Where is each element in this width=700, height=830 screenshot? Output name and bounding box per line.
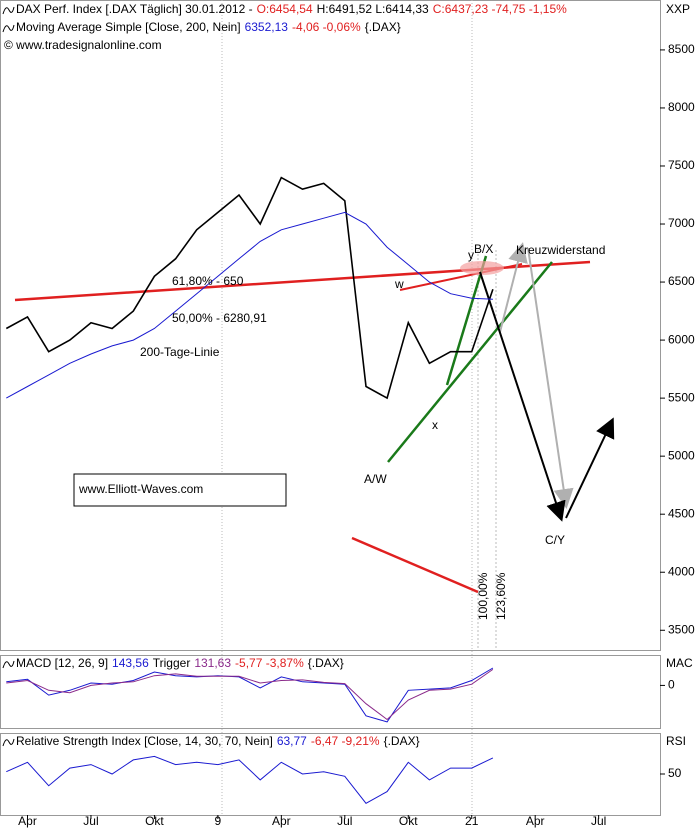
header-part: {.DAX} [365,20,401,34]
annotation: x [432,418,438,432]
annotation: 200-Tage-Linie [140,345,220,359]
header-part: {.DAX} [308,656,344,670]
header-part: -6,47 -9,21% [311,734,380,748]
header-part: 6352,13 [245,20,289,34]
y-tick-label: 0 [668,678,675,692]
projection-arrow [565,417,615,519]
x-tick-label: 9 [215,814,222,828]
header-text: Moving Average Simple [Close, 200, Nein]… [16,20,401,34]
x-tick-label: Jul [337,814,352,828]
annotation: 50,00% - 6280,91 [172,311,267,325]
y-tick-label: 6500 [668,274,695,288]
header-part: {.DAX} [384,734,420,748]
header-text: MACD [12, 26, 9] 143,56 Trigger 131,63 -5,77… [16,656,344,670]
trend-line [387,261,553,463]
annotation: w [394,277,404,291]
resistance-zone [460,261,504,275]
header-part: H:6491,52 L:6414,33 [317,2,429,16]
header-part: MACD [12, 26, 9] [16,656,108,670]
x-tick-label: Jul [83,814,98,828]
header-part: 143,56 [112,656,149,670]
x-tick-label: Apr [526,814,545,828]
macd-panel [0,655,661,729]
y-tick-label: 50 [668,766,682,780]
y-tick-label: 4000 [668,564,695,578]
header-part: Relative Strength Index [Close, 14, 30, … [16,734,273,748]
header-part: 131,63 [194,656,231,670]
header-icon [2,24,15,33]
header-part: C:6437,23 -74,75 -1,15% [433,2,567,16]
series-line [6,667,494,723]
y-tick-label: 5000 [668,448,695,462]
annotation: A/W [364,472,387,486]
header-part: Moving Average Simple [Close, 200, Nein] [16,20,241,34]
annotation: 100,00% [476,572,490,620]
header-part: Trigger [153,656,191,670]
y-tick-label: 3500 [668,622,695,636]
main-panel [0,0,661,651]
header-icon [2,738,15,747]
series-line [6,211,493,399]
header-text: DAX Perf. Index [.DAX Täglich] 30.01.201… [16,2,567,16]
annotation: y [468,248,474,262]
series-line [6,755,494,804]
annotation: B/X [474,242,493,256]
projection-arrow [499,242,528,333]
projection-arrow [479,271,566,522]
volume-trend-line [351,536,479,594]
header-part: -4,06 -0,06% [292,20,361,34]
axis-label: XXP [666,2,690,16]
source: © www.tradesignalonline.com [4,38,162,52]
header-part: O:6454,54 [257,2,313,16]
y-tick-label: 4500 [668,506,695,520]
annotation: C/Y [545,533,565,547]
x-tick-label: 21 [465,814,479,828]
x-tick-label: Okt [399,814,418,828]
x-tick-label: Apr [272,814,291,828]
trend-line [445,255,488,386]
series-line [6,668,494,721]
y-tick-label: 7000 [668,216,695,230]
annotation: Kreuzwiderstand [516,243,605,257]
axis-label: RSI [666,734,686,748]
header-part: -5,77 -3,87% [235,656,304,670]
axis-label: MAC [666,656,693,670]
annotation: 123,60% [494,572,508,620]
annotation: 61,80% - 650 [172,274,244,288]
y-tick-label: 8000 [668,100,695,114]
header-text: Relative Strength Index [Close, 14, 30, … [16,734,420,748]
y-tick-label: 7500 [668,158,695,172]
header-part: 63,77 [277,734,307,748]
x-tick-label: Jul [591,814,606,828]
watermark-box [73,473,287,507]
header-icon [2,660,15,669]
projection-arrow [527,247,574,509]
x-tick-label: Apr [18,814,37,828]
header-part: DAX Perf. Index [.DAX Täglich] 30.01.201… [16,2,253,16]
x-tick-label: Okt [145,814,164,828]
series-line [5,176,494,400]
y-tick-label: 5500 [668,390,695,404]
y-tick-label: 8500 [668,42,695,56]
annotation: www.Elliott-Waves.com [78,482,203,496]
y-tick-label: 6000 [668,332,695,346]
header-icon [2,6,15,15]
